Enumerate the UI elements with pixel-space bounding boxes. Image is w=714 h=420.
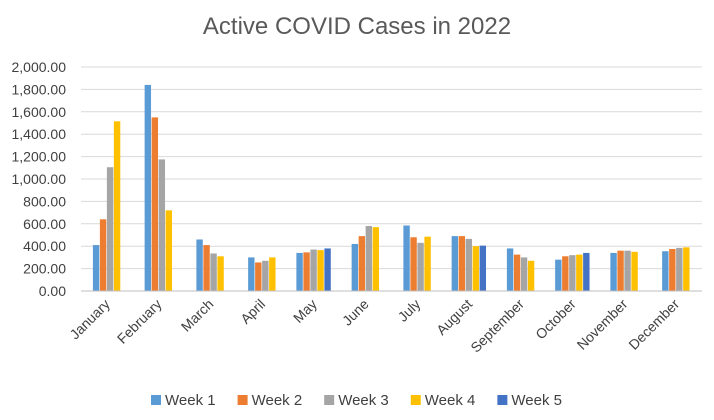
legend-swatch (410, 395, 421, 405)
bar-week-5 (479, 245, 487, 291)
chart-title: Active COVID Cases in 2022 (203, 13, 511, 40)
x-tick-label: January (66, 296, 113, 343)
x-axis-ticks: January February March April May June July Augu… (66, 296, 682, 356)
x-tick-label: April (237, 296, 268, 327)
x-tick-label: March (178, 296, 217, 335)
bar-week-1 (196, 239, 203, 291)
x-tick-label: November (574, 296, 631, 353)
x-tick-label: July (395, 296, 424, 325)
bar-week-3 (569, 255, 576, 291)
bar-week-5 (583, 252, 590, 291)
bar-week-1 (506, 248, 514, 291)
legend-swatch (237, 395, 248, 405)
bar-week-3 (310, 249, 317, 291)
x-tick-label: June (339, 296, 372, 329)
bar-week-2 (203, 245, 210, 291)
bar-week-1 (610, 252, 617, 291)
bar-week-2 (303, 252, 310, 291)
legend-swatch (324, 395, 335, 405)
bar-week-3 (365, 226, 373, 291)
x-tick-label: October (532, 296, 579, 343)
y-tick-label: 200.00 (23, 261, 66, 277)
bar-week-4 (472, 246, 480, 291)
bar-week-1 (248, 257, 255, 291)
bar-week-5 (324, 248, 331, 291)
bar-week-4 (217, 256, 224, 291)
bar-week-2 (255, 262, 262, 291)
legend-label: Week 2 (252, 392, 303, 409)
bar-week-4 (165, 210, 173, 291)
x-tick-label: May (290, 296, 320, 326)
y-axis-ticks: 0.00 200.00 400.00 600.00 800.00 1,000.00 1,20… (12, 59, 67, 299)
bar-week-3 (520, 257, 528, 291)
y-tick-label: 1,000.00 (12, 171, 67, 187)
bar-week-3 (106, 167, 114, 291)
bar-week-4 (113, 121, 121, 291)
y-tick-label: 1,400.00 (12, 126, 67, 142)
y-tick-label: 2,000.00 (12, 59, 67, 75)
y-tick-label: 800.00 (23, 193, 66, 209)
bars (92, 84, 690, 292)
legend-label: Week 3 (338, 392, 389, 409)
bar-week-2 (617, 250, 624, 291)
bar-week-3 (210, 253, 217, 291)
bar-week-1 (403, 225, 410, 291)
legend-label: Week 5 (511, 392, 562, 409)
gridlines (81, 66, 702, 292)
bar-week-3 (676, 247, 683, 291)
y-tick-label: 0.00 (39, 283, 66, 299)
bar-week-1 (351, 243, 359, 291)
y-tick-label: 1,200.00 (12, 149, 67, 165)
bar-week-2 (669, 249, 676, 291)
bar-week-3 (262, 260, 269, 291)
x-tick-label: December (625, 296, 682, 353)
bar-week-2 (562, 256, 569, 291)
bar-week-1 (662, 251, 669, 291)
bar-week-3 (158, 159, 166, 291)
bar-week-2 (410, 237, 417, 291)
bar-week-4 (269, 257, 276, 291)
bar-week-4 (683, 247, 690, 291)
bar-week-4 (631, 251, 638, 291)
bar-week-4 (317, 250, 324, 291)
bar-week-2 (99, 219, 107, 291)
bar-week-2 (151, 117, 159, 292)
bar-week-2 (458, 236, 466, 291)
bar-week-1 (555, 259, 562, 291)
x-tick-label: August (433, 296, 475, 338)
legend-swatch (497, 395, 508, 405)
bar-week-3 (417, 242, 424, 291)
bar-week-1 (144, 84, 152, 291)
bar-week-1 (296, 252, 303, 291)
x-tick-label: September (467, 296, 527, 356)
bar-week-4 (576, 254, 583, 291)
y-tick-label: 600.00 (23, 216, 66, 232)
bar-week-4 (372, 227, 380, 291)
bar-week-1 (92, 245, 100, 291)
bar-week-2 (358, 236, 366, 291)
legend: Week 1 Week 2 Week 3 Week 4 Week 5 (151, 392, 562, 409)
legend-label: Week 1 (165, 392, 216, 409)
bar-week-2 (513, 254, 521, 291)
y-tick-label: 1,600.00 (12, 104, 67, 120)
legend-label: Week 4 (425, 392, 476, 409)
y-tick-label: 1,800.00 (12, 81, 67, 97)
bar-week-1 (451, 236, 459, 291)
bar-week-3 (624, 250, 631, 291)
legend-swatch (151, 395, 161, 405)
y-tick-label: 400.00 (23, 238, 66, 254)
x-tick-label: February (114, 296, 165, 347)
bar-week-4 (424, 236, 431, 291)
bar-week-3 (465, 238, 473, 291)
bar-week-4 (527, 260, 535, 291)
